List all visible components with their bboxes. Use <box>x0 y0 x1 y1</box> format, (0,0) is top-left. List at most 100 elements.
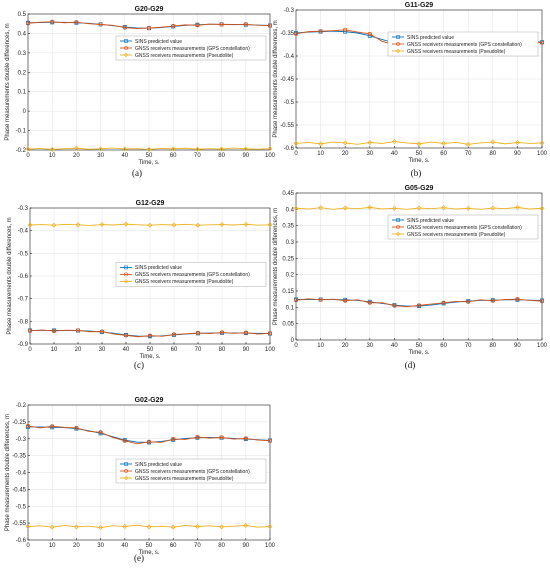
legend-label: GNSS receivers measurements (Pseudolite) <box>135 279 234 285</box>
data-point <box>195 23 200 28</box>
data-point <box>367 31 372 36</box>
data-point <box>391 205 397 211</box>
chart-title: G20-G29 <box>135 6 164 13</box>
legend-label: SINS predicted value <box>135 265 182 271</box>
figure-caption: (d) <box>405 360 416 370</box>
x-tick-label: 40 <box>391 343 398 349</box>
data-point <box>122 146 128 152</box>
x-axis-label: Time, s. <box>138 550 159 556</box>
y-tick-label: -0.7 <box>18 297 29 303</box>
data-point <box>49 524 55 530</box>
x-tick-label: 70 <box>465 343 472 349</box>
data-point <box>367 204 373 210</box>
legend-marker <box>124 462 128 466</box>
y-tick-label: -0.8 <box>18 319 29 325</box>
data-point <box>170 524 176 530</box>
data-point <box>99 222 105 228</box>
chart-title: G11-G29 <box>405 2 434 9</box>
data-point <box>122 25 127 30</box>
data-point <box>293 205 299 211</box>
data-point <box>50 19 55 24</box>
figure-caption: (b) <box>411 168 422 178</box>
legend-marker <box>396 35 400 39</box>
y-tick-label: -0.1 <box>16 129 27 135</box>
data-point <box>73 524 79 530</box>
y-tick-label: 0.4 <box>18 31 27 37</box>
x-tick-label: 30 <box>97 543 104 549</box>
y-tick-label: 0.3 <box>286 240 295 246</box>
y-tick-label: 0.3 <box>18 51 27 57</box>
y-tick-label: -0.4 <box>18 229 29 235</box>
x-tick-label: 0 <box>26 153 30 159</box>
x-tick-label: 60 <box>170 543 177 549</box>
data-point <box>194 524 200 529</box>
y-axis-label: Phase measurements double differences, m <box>5 414 11 531</box>
y-tick-label: -0.2 <box>16 148 27 154</box>
figure-caption: (c) <box>134 360 144 370</box>
x-tick-label: 90 <box>243 347 250 353</box>
data-point <box>318 141 324 147</box>
data-point <box>27 328 33 333</box>
x-tick-label: 0 <box>294 343 298 349</box>
data-point <box>392 303 397 308</box>
data-point <box>98 146 104 152</box>
data-point <box>267 438 273 443</box>
y-axis-label: Phase measurements double differences, m <box>7 217 13 334</box>
x-tick-label: 80 <box>489 151 496 157</box>
y-tick-label: -0.5 <box>284 100 295 106</box>
y-axis-label: Phase measurements double differences, m <box>273 208 279 325</box>
data-point <box>171 23 176 29</box>
legend-marker <box>124 39 128 43</box>
data-point <box>171 332 177 337</box>
x-tick-label: 100 <box>265 543 276 549</box>
y-tick-label: -0.25 <box>12 420 26 426</box>
legend-marker <box>124 46 128 50</box>
data-point <box>515 297 520 302</box>
data-point <box>441 205 447 211</box>
data-point <box>219 330 225 335</box>
data-point <box>243 330 249 335</box>
data-point <box>122 524 128 529</box>
data-point <box>243 522 249 528</box>
x-tick-label: 100 <box>537 151 548 157</box>
chart-title: G12-G29 <box>136 200 165 207</box>
y-tick-label: 0.4 <box>286 207 295 213</box>
x-tick-label: 10 <box>51 347 58 353</box>
data-point <box>170 146 176 152</box>
data-point <box>146 524 152 530</box>
series-line <box>27 21 271 30</box>
x-tick-label: 50 <box>416 343 423 349</box>
data-point <box>51 329 57 334</box>
x-tick-label: 90 <box>242 543 249 549</box>
legend-label: GNSS receivers measurements (GPS constel… <box>135 272 250 278</box>
data-point <box>219 146 225 152</box>
x-tick-label: 40 <box>121 543 128 549</box>
x-tick-label: 10 <box>49 543 56 549</box>
legend-marker <box>396 225 400 229</box>
data-point <box>367 300 372 305</box>
data-point <box>73 145 79 151</box>
data-point <box>25 21 31 26</box>
y-tick-label: -0.6 <box>16 538 27 544</box>
data-point <box>49 146 55 152</box>
y-tick-label: -0.45 <box>280 77 294 83</box>
x-tick-label: 60 <box>170 153 177 159</box>
legend-label: GNSS receivers measurements (Pseudolite) <box>135 53 234 59</box>
data-point <box>171 437 176 442</box>
y-tick-label: 0 <box>291 338 295 344</box>
data-point <box>293 298 299 303</box>
y-tick-label: 0.1 <box>18 90 27 96</box>
y-tick-label: -0.35 <box>12 454 26 460</box>
x-tick-label: 0 <box>28 347 32 353</box>
x-tick-label: 0 <box>26 543 30 549</box>
chart-panel: 0 10 20 30 40 50 60 70 80 90 100 -0.9 -0.8 -0.7 -0.6 -0… <box>7 200 276 370</box>
x-tick-label: 30 <box>366 151 373 157</box>
x-tick-label: 10 <box>317 151 324 157</box>
x-tick-label: 10 <box>49 153 56 159</box>
data-point <box>267 222 273 228</box>
data-point <box>267 23 273 28</box>
chart-panel: 0 10 20 30 40 50 60 70 80 90 100 0 0.05 0.1 0.15 0.2 0.2… <box>273 185 548 370</box>
y-tick-label: -0.5 <box>18 251 29 257</box>
